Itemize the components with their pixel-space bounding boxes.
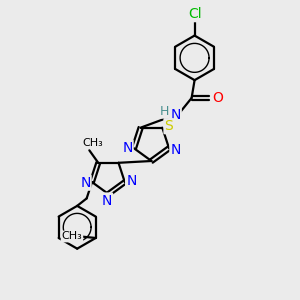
Text: N: N <box>122 141 133 155</box>
Text: CH₃: CH₃ <box>61 232 82 242</box>
Text: N: N <box>170 143 181 157</box>
Text: H: H <box>160 105 169 118</box>
Text: O: O <box>212 91 223 105</box>
Text: N: N <box>170 108 181 122</box>
Text: N: N <box>80 176 91 190</box>
Text: CH₃: CH₃ <box>82 138 103 148</box>
Text: N: N <box>126 174 136 188</box>
Text: N: N <box>102 194 112 208</box>
Text: Cl: Cl <box>188 7 201 21</box>
Text: S: S <box>164 119 173 133</box>
